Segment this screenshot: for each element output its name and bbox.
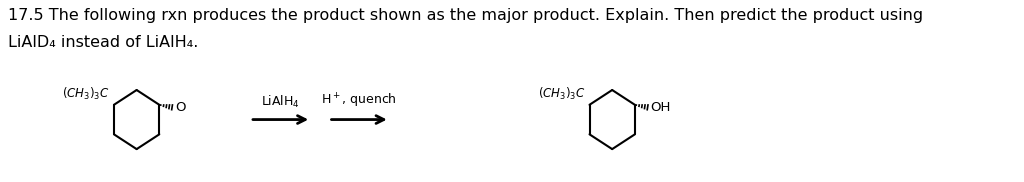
Text: O: O	[175, 101, 185, 114]
Text: LiAlH$_4$: LiAlH$_4$	[261, 94, 300, 110]
Text: LiAlD₄ instead of LiAlH₄.: LiAlD₄ instead of LiAlH₄.	[8, 35, 199, 50]
Text: 17.5 The following rxn produces the product shown as the major product. Explain.: 17.5 The following rxn produces the prod…	[8, 8, 924, 23]
Text: $(CH_3)_3C$: $(CH_3)_3C$	[62, 86, 110, 102]
Text: $(CH_3)_3C$: $(CH_3)_3C$	[538, 86, 586, 102]
Text: H$^+$, quench: H$^+$, quench	[322, 91, 397, 110]
Text: OH: OH	[650, 101, 671, 114]
